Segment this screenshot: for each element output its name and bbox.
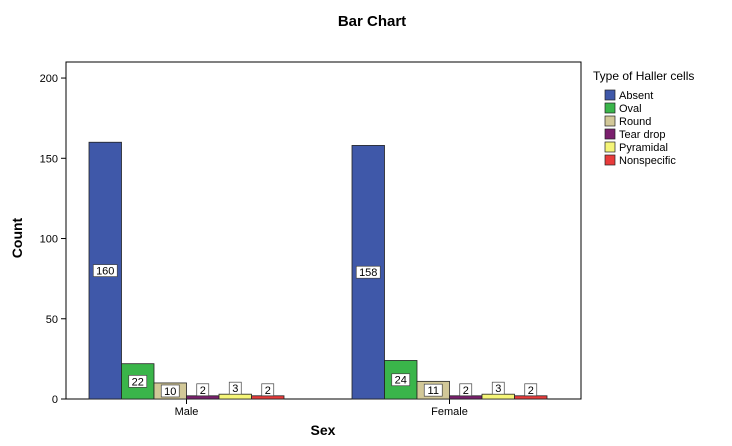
data-label-text: 3 (232, 383, 238, 395)
x-tick-label: Female (431, 406, 468, 418)
data-label: 2 (261, 383, 275, 397)
y-axis: 0 50 100 150 200 (40, 73, 66, 406)
data-label: 24 (391, 373, 411, 387)
data-label-text: 24 (395, 375, 407, 387)
data-label-box (92, 264, 118, 277)
chart-title: Bar Chart (338, 13, 406, 30)
data-label-text: 2 (200, 385, 206, 397)
x-axis: Male Female (175, 399, 468, 418)
y-tick-label: 150 (40, 153, 58, 165)
legend-swatch (604, 141, 616, 153)
legend-title: Type of Haller cells (593, 69, 694, 83)
x-tick-label: Male (175, 406, 199, 418)
data-label-box (391, 373, 411, 387)
data-label: 3 (228, 381, 242, 395)
y-tick-label: 50 (46, 314, 58, 326)
data-label: 10 (160, 384, 180, 398)
legend-label: Round (619, 116, 651, 128)
legend-label: Nonspecific (619, 155, 676, 167)
y-axis-label: Count (9, 217, 25, 258)
data-label-box (423, 383, 443, 397)
legend-label: Oval (619, 103, 642, 115)
plot-area (65, 61, 582, 400)
y-tick-label: 0 (52, 394, 58, 406)
data-label-text: 2 (463, 385, 469, 397)
data-label-box (196, 383, 210, 397)
data-label-box (459, 383, 473, 397)
data-label-text: 22 (132, 376, 144, 388)
data-label-text: 2 (265, 385, 271, 397)
data-label-text: 158 (359, 267, 377, 279)
legend-label: Absent (619, 90, 653, 102)
legend-label: Tear drop (619, 129, 665, 141)
data-label: 158 (355, 265, 381, 279)
x-axis-label: Sex (311, 422, 336, 438)
data-label: 2 (459, 383, 473, 397)
legend-swatch (604, 102, 616, 114)
legend-swatch (604, 154, 616, 166)
bars-group: 160 22 10 2 3 2 158 24 11 2 3 2 (88, 141, 548, 400)
data-label-text: 3 (495, 383, 501, 395)
data-label-box (160, 384, 180, 398)
data-label-box (355, 265, 381, 279)
data-label: 3 (491, 381, 505, 395)
data-label-box (128, 374, 148, 388)
data-label-box (491, 381, 505, 395)
data-label: 22 (128, 374, 148, 388)
data-label: 2 (524, 383, 538, 397)
data-label-text: 11 (428, 385, 439, 397)
data-label-text: 10 (164, 386, 176, 398)
legend-label: Pyramidal (619, 142, 668, 154)
data-label-text: 2 (528, 385, 534, 397)
data-label-box (261, 383, 275, 397)
data-label-box (228, 381, 242, 395)
data-label: 11 (423, 383, 443, 397)
data-label-text: 160 (96, 266, 114, 278)
data-label-box (524, 383, 538, 397)
data-label: 160 (92, 264, 118, 278)
y-tick-label: 200 (40, 73, 58, 85)
y-tick-label: 100 (40, 234, 58, 246)
legend: Type of Haller cells AbsentOvalRoundTear… (593, 69, 694, 167)
legend-swatch (604, 128, 616, 140)
legend-swatch (604, 89, 616, 101)
legend-swatch (604, 115, 616, 127)
data-label: 2 (196, 383, 210, 397)
